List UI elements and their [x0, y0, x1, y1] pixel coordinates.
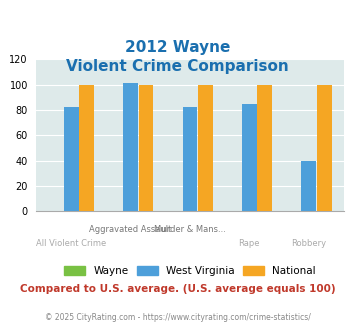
Bar [242, 104, 257, 211]
Bar [138, 85, 153, 211]
Bar [317, 85, 332, 211]
Bar [198, 85, 213, 211]
Text: Compared to U.S. average. (U.S. average equals 100): Compared to U.S. average. (U.S. average … [20, 284, 335, 294]
Text: Rape: Rape [239, 239, 260, 248]
Text: Robbery: Robbery [291, 239, 326, 248]
Bar [257, 85, 272, 211]
Bar [64, 108, 78, 211]
Text: Murder & Mans...: Murder & Mans... [154, 225, 226, 234]
Bar [301, 161, 316, 211]
Text: All Violent Crime: All Violent Crime [36, 239, 106, 248]
Text: 2012 Wayne: 2012 Wayne [125, 40, 230, 54]
Text: Aggravated Assault: Aggravated Assault [89, 225, 172, 234]
Text: Violent Crime Comparison: Violent Crime Comparison [66, 59, 289, 74]
Bar [123, 83, 138, 211]
Text: © 2025 CityRating.com - https://www.cityrating.com/crime-statistics/: © 2025 CityRating.com - https://www.city… [45, 313, 310, 322]
Legend: Wayne, West Virginia, National: Wayne, West Virginia, National [60, 262, 320, 280]
Bar [79, 85, 94, 211]
Bar [182, 108, 197, 211]
